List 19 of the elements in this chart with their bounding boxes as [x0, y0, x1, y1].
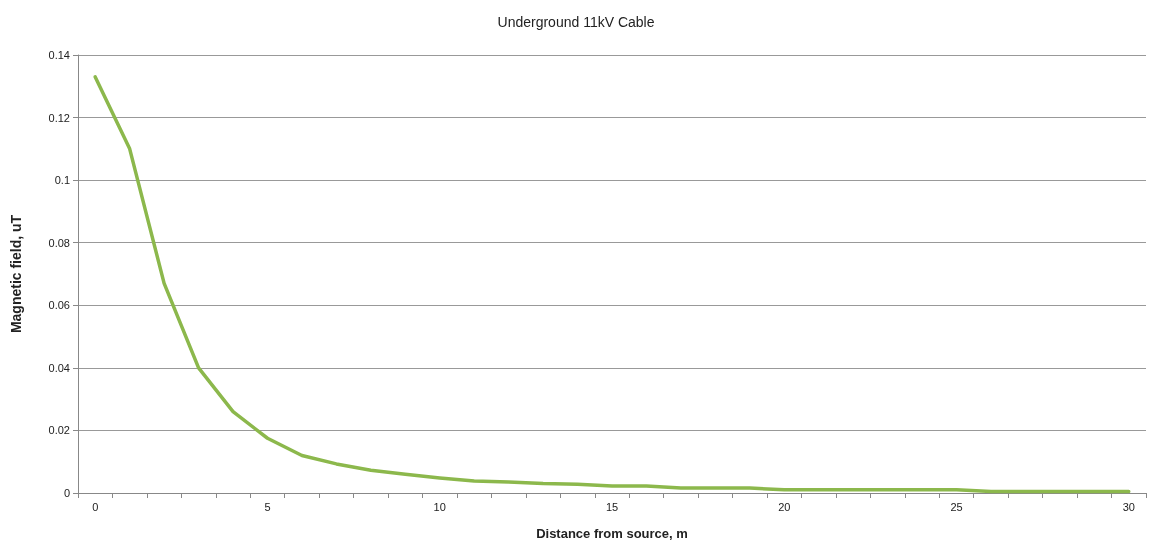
- y-tick-label: 0.12: [48, 111, 70, 124]
- y-tick-label: 0.14: [48, 49, 70, 61]
- x-tick-label: 25: [950, 500, 963, 513]
- x-tick-label: 10: [433, 500, 446, 513]
- x-axis-title: Distance from source, m: [536, 526, 688, 541]
- y-tick-label: 0.1: [54, 174, 70, 187]
- y-tick-label: 0.06: [48, 299, 70, 312]
- y-axis-title: Magnetic field, uT: [8, 214, 24, 334]
- x-tick-label: 20: [778, 500, 791, 513]
- chart-title: Underground 11kV Cable: [497, 14, 655, 30]
- line-series: [93, 75, 1131, 494]
- x-tick-label: 5: [264, 500, 271, 513]
- x-tick-label: 15: [605, 500, 619, 513]
- y-tick-label: 0.02: [48, 424, 70, 437]
- x-tick-label: 30: [1122, 500, 1135, 513]
- y-tick-label: 0.04: [48, 361, 70, 374]
- x-tick-label: 0: [92, 500, 99, 513]
- y-tick-label: 0.08: [48, 236, 70, 249]
- y-tick-label: 0: [63, 487, 70, 499]
